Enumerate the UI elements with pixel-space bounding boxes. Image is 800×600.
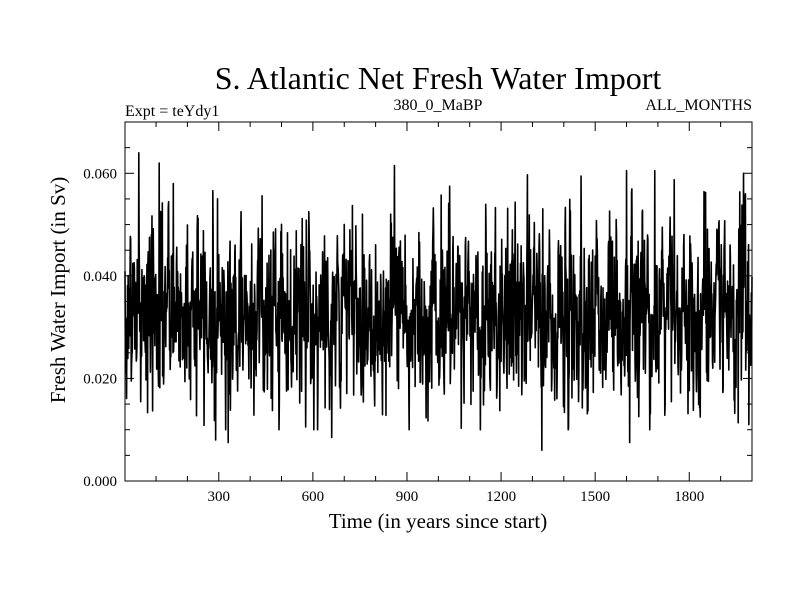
x-tick-label: 600 <box>302 489 325 505</box>
x-tick-label: 300 <box>208 489 231 505</box>
y-tick-label: 0.020 <box>83 371 117 387</box>
series-layer <box>124 151 753 452</box>
y-axis-label: Fresh Water Import (in Sv) <box>46 177 70 404</box>
subtitle-center: 380_0_MaBP <box>394 97 483 114</box>
ticks-layer: 300 600 900 1200 1500 1800 0.000 0.020 0.040 0.06… <box>83 122 752 505</box>
chart-title: S. Atlantic Net Fresh Water Import <box>215 60 662 96</box>
x-tick-label: 1800 <box>674 489 704 505</box>
subtitle-left: Expt = teYdy1 <box>125 103 219 120</box>
x-tick-label: 900 <box>396 489 419 505</box>
y-tick-label: 0.000 <box>83 474 117 490</box>
subtitle-right: ALL_MONTHS <box>645 97 752 114</box>
x-axis-label: Time (in years since start) <box>329 509 548 533</box>
x-tick-label: 1500 <box>580 489 610 505</box>
x-tick-label: 1200 <box>486 489 516 505</box>
y-tick-label: 0.060 <box>83 166 117 182</box>
series-line <box>124 151 753 452</box>
y-tick-label: 0.040 <box>83 269 117 285</box>
